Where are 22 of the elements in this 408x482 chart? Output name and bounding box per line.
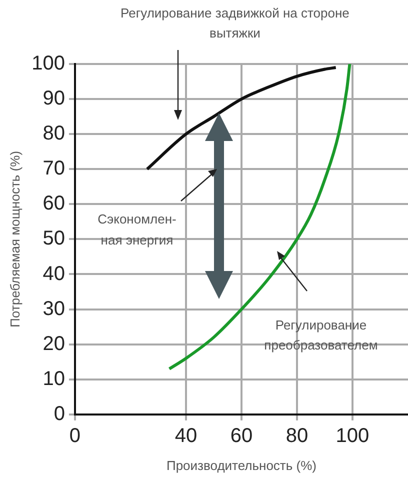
y-tick-label: 90	[42, 88, 65, 110]
series-label: Регулирование преобразователем	[264, 318, 378, 353]
y-tick-label: 20	[42, 332, 65, 355]
x-tick-label: 40	[174, 424, 198, 447]
x-tick-label: 60	[230, 424, 253, 447]
y-axis-title: Потребляемая мощность (%)	[7, 150, 22, 328]
x-tick-label: 0	[69, 424, 81, 447]
y-tick-label: 80	[42, 122, 65, 145]
y-tick-label: 0	[54, 402, 65, 425]
text: Регулирование задвижкой на стороне вытяжки	[120, 6, 350, 41]
annotation: Сэкономлен- ная энергия	[98, 212, 176, 248]
x-tick-label: 80	[286, 424, 308, 447]
x-axis-title: Производительность (%)	[166, 458, 316, 473]
y-tick-label: 40	[42, 262, 65, 285]
y-tick-label: 30	[42, 298, 65, 320]
y-tick-label: 60	[42, 192, 65, 215]
y-tick-label: 100	[32, 52, 65, 75]
y-tick-label: 70	[42, 158, 65, 180]
line-series	[146, 66, 338, 171]
x-tick-label: 100	[336, 424, 370, 447]
y-tick-label: 50	[42, 228, 65, 250]
y-tick-label: 10	[42, 368, 65, 390]
